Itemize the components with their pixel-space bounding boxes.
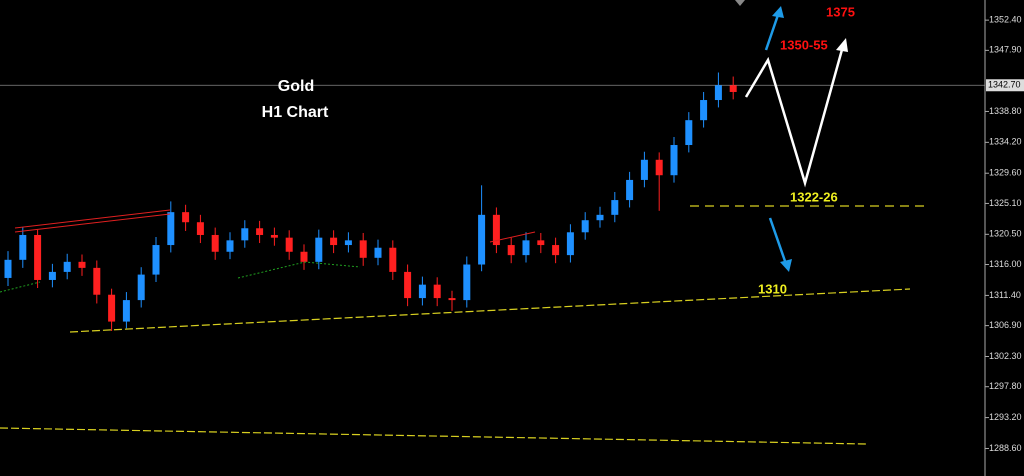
candle-body xyxy=(196,222,204,235)
candle-body xyxy=(537,240,545,246)
candle-body xyxy=(34,234,42,280)
candle-body xyxy=(374,247,382,258)
candle-body xyxy=(285,237,293,252)
y-tick-label: 1302.30 xyxy=(989,351,1022,361)
candle-body xyxy=(418,284,426,299)
support-line xyxy=(69,288,911,333)
y-tick-label: 1306.90 xyxy=(989,320,1022,330)
last-price-label: 1342.70 xyxy=(988,80,1021,90)
annotation: 1310 xyxy=(758,281,787,296)
candle-body xyxy=(330,237,338,246)
candle-body xyxy=(19,234,27,260)
candle-body xyxy=(182,212,190,223)
candle-body xyxy=(492,214,500,246)
y-tick-label: 1325.10 xyxy=(989,198,1022,208)
candle-body xyxy=(463,264,471,301)
y-tick-label: 1288.60 xyxy=(989,443,1022,453)
candle-body xyxy=(93,267,101,295)
y-tick-label: 1347.90 xyxy=(989,45,1022,55)
trend-line xyxy=(14,213,171,233)
candle-body xyxy=(433,284,441,299)
candle-body xyxy=(344,240,352,246)
trend-line xyxy=(237,261,361,279)
candle-body xyxy=(78,261,86,268)
plot-area xyxy=(0,72,985,331)
candle-body xyxy=(729,85,737,92)
candle-body xyxy=(552,245,560,256)
y-tick-label: 1311.40 xyxy=(989,290,1021,300)
candle-body xyxy=(241,228,249,241)
candle-body xyxy=(404,271,412,299)
candle-body xyxy=(522,240,530,256)
candle-body xyxy=(581,220,589,233)
y-tick-label: 1320.50 xyxy=(989,229,1022,239)
candle-body xyxy=(714,85,722,101)
candle-body xyxy=(670,145,678,176)
trend-line xyxy=(489,231,536,243)
candle-body xyxy=(256,228,264,235)
candle-body xyxy=(226,240,234,252)
candle-body xyxy=(507,245,515,256)
chart-subtitle: H1 Chart xyxy=(262,104,329,121)
candle-body xyxy=(566,232,574,256)
last-price-box xyxy=(986,79,1024,92)
annotation: 1375 xyxy=(826,4,855,19)
candle-body xyxy=(448,298,456,301)
candle-body xyxy=(611,200,619,215)
candle-body xyxy=(700,100,708,121)
annotation: 1322-26 xyxy=(790,189,838,204)
arrow xyxy=(764,6,784,51)
candle-body xyxy=(315,237,323,262)
trend-line xyxy=(14,209,171,229)
candle-body xyxy=(685,120,693,146)
y-tick-label: 1352.40 xyxy=(989,15,1022,25)
candle-body xyxy=(4,259,12,278)
arrow xyxy=(768,217,792,272)
candle-body xyxy=(640,159,648,180)
candle-body xyxy=(300,251,308,262)
candle-body xyxy=(270,234,278,238)
y-tick-label: 1316.00 xyxy=(989,259,1022,269)
y-tick-label: 1297.80 xyxy=(989,381,1022,391)
candle-body xyxy=(122,300,130,322)
candle-body xyxy=(596,214,604,221)
candle-body xyxy=(48,271,56,280)
candle-body xyxy=(152,245,160,275)
support-line xyxy=(0,427,867,445)
candle-body xyxy=(389,247,397,272)
y-tick-label: 1293.20 xyxy=(989,412,1022,422)
candle-body xyxy=(655,159,663,176)
annotation: 1350-55 xyxy=(780,37,828,52)
candle-body xyxy=(359,240,367,258)
y-tick-label: 1338.80 xyxy=(989,106,1022,116)
candle-body xyxy=(167,212,175,246)
candle-body xyxy=(211,234,219,252)
chart-title: Gold xyxy=(278,78,314,95)
marker xyxy=(735,0,745,6)
y-tick-label: 1334.20 xyxy=(989,137,1022,147)
y-tick-label: 1329.60 xyxy=(989,168,1022,178)
candle-body xyxy=(137,274,145,301)
projection-arrow xyxy=(744,38,848,188)
candle-body xyxy=(478,214,486,265)
candle-body xyxy=(63,261,71,272)
candle-body xyxy=(626,179,634,201)
candle-body xyxy=(108,294,116,322)
trend-line xyxy=(0,281,41,293)
